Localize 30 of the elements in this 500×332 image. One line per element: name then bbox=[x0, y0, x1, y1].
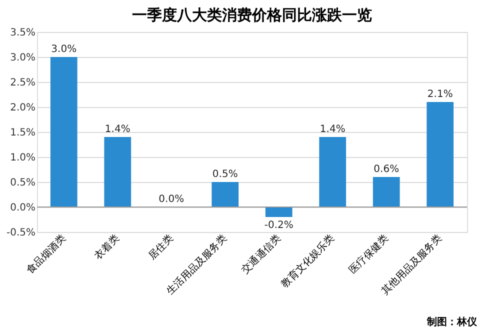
y-tick-label: -0.5% bbox=[6, 228, 36, 238]
data-label: 1.4% bbox=[104, 124, 130, 135]
chart-title: 一季度八大类消费价格同比涨跌一览 bbox=[132, 6, 372, 24]
text: 制图：林仪 bbox=[426, 316, 478, 328]
data-label: 0.6% bbox=[374, 164, 400, 175]
data-label: 2.1% bbox=[427, 89, 453, 100]
x-tick-label: 交通通信类 bbox=[239, 232, 284, 276]
bar bbox=[319, 137, 346, 207]
y-tick-label: 0.0% bbox=[10, 202, 36, 214]
data-label: 0.5% bbox=[212, 169, 238, 180]
data-label: 0.0% bbox=[158, 194, 184, 205]
bar bbox=[212, 182, 239, 207]
bar bbox=[50, 57, 78, 207]
bar bbox=[426, 102, 454, 207]
y-tick-label: 1.0% bbox=[10, 152, 36, 164]
bar bbox=[104, 137, 132, 207]
y-tick-label: 3.5% bbox=[10, 28, 36, 38]
y-tick-label: 0.5% bbox=[10, 178, 36, 188]
data-label: 3.0% bbox=[51, 44, 77, 55]
y-tick-label: 2.5% bbox=[10, 78, 36, 88]
bar bbox=[372, 177, 400, 207]
bar bbox=[265, 207, 292, 217]
y-tick-label: 1.5% bbox=[10, 128, 36, 138]
y-tick-label: 3.0% bbox=[10, 52, 36, 64]
data-label: 1.4% bbox=[320, 124, 346, 135]
x-tick-label: 衣着类 bbox=[92, 232, 122, 262]
data-label: -0.2% bbox=[264, 220, 294, 231]
x-tick-label: 医疗保健类 bbox=[346, 232, 391, 276]
x-tick-label: 居住类 bbox=[146, 232, 176, 262]
y-tick-label: 2.0% bbox=[10, 102, 36, 114]
